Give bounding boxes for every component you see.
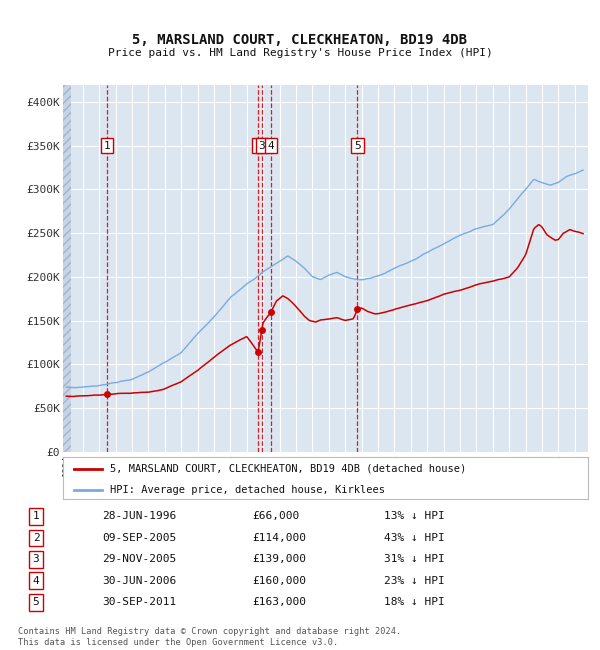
Text: 5, MARSLAND COURT, CLECKHEATON, BD19 4DB (detached house): 5, MARSLAND COURT, CLECKHEATON, BD19 4DB… — [110, 464, 467, 474]
Text: 2: 2 — [32, 533, 40, 543]
Text: 3: 3 — [259, 140, 265, 151]
Text: £163,000: £163,000 — [252, 597, 306, 607]
Text: 09-SEP-2005: 09-SEP-2005 — [102, 533, 176, 543]
Text: £114,000: £114,000 — [252, 533, 306, 543]
Text: 4: 4 — [32, 576, 40, 586]
Text: 5, MARSLAND COURT, CLECKHEATON, BD19 4DB: 5, MARSLAND COURT, CLECKHEATON, BD19 4DB — [133, 33, 467, 47]
Text: £160,000: £160,000 — [252, 576, 306, 586]
Text: HPI: Average price, detached house, Kirklees: HPI: Average price, detached house, Kirk… — [110, 485, 385, 495]
Text: Price paid vs. HM Land Registry's House Price Index (HPI): Price paid vs. HM Land Registry's House … — [107, 48, 493, 58]
Text: 31% ↓ HPI: 31% ↓ HPI — [384, 554, 445, 564]
Text: 2: 2 — [254, 140, 262, 151]
Text: 28-JUN-1996: 28-JUN-1996 — [102, 512, 176, 521]
Text: 23% ↓ HPI: 23% ↓ HPI — [384, 576, 445, 586]
Text: 5: 5 — [32, 597, 40, 607]
Text: £139,000: £139,000 — [252, 554, 306, 564]
Text: 5: 5 — [354, 140, 361, 151]
Text: 29-NOV-2005: 29-NOV-2005 — [102, 554, 176, 564]
Text: 18% ↓ HPI: 18% ↓ HPI — [384, 597, 445, 607]
Text: 1: 1 — [104, 140, 110, 151]
Text: 13% ↓ HPI: 13% ↓ HPI — [384, 512, 445, 521]
Text: 43% ↓ HPI: 43% ↓ HPI — [384, 533, 445, 543]
Text: 30-SEP-2011: 30-SEP-2011 — [102, 597, 176, 607]
Text: £66,000: £66,000 — [252, 512, 299, 521]
Text: 3: 3 — [32, 554, 40, 564]
Text: 30-JUN-2006: 30-JUN-2006 — [102, 576, 176, 586]
Text: Contains HM Land Registry data © Crown copyright and database right 2024.
This d: Contains HM Land Registry data © Crown c… — [18, 627, 401, 647]
Text: 1: 1 — [32, 512, 40, 521]
Text: 4: 4 — [268, 140, 275, 151]
